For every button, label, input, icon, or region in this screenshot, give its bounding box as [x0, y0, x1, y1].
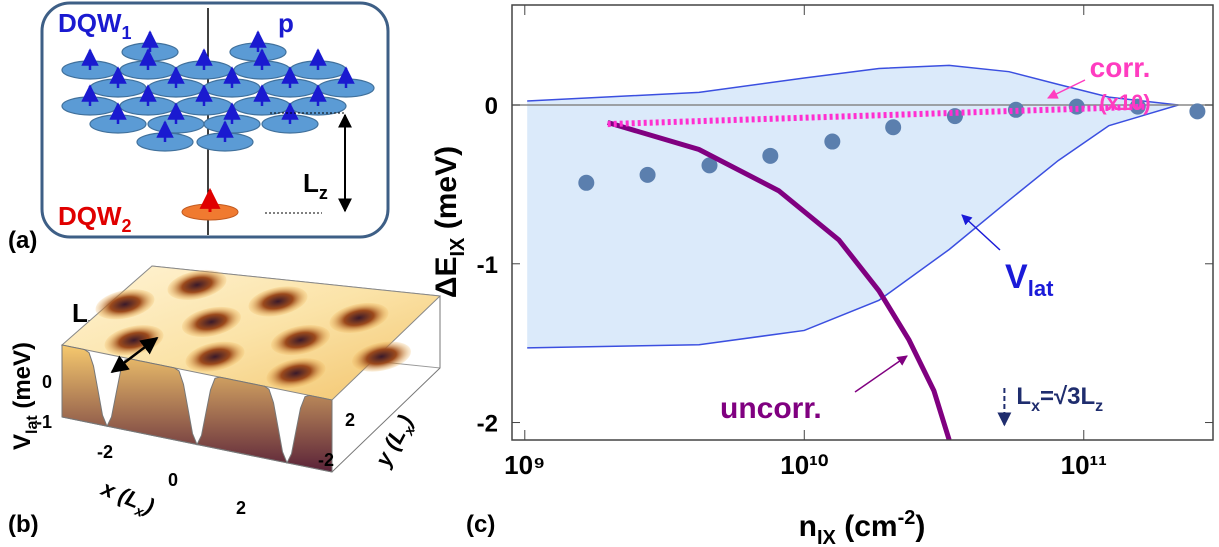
data-point	[947, 108, 963, 124]
text: L	[1016, 383, 1031, 410]
panel-label: (b)	[8, 511, 39, 538]
subscript: z	[1095, 398, 1103, 415]
annotation: corr.	[1090, 52, 1151, 83]
text: DQW	[58, 8, 122, 38]
x-tick-label: 10¹¹	[1061, 450, 1107, 480]
z-axis-label: Vlat (meV)	[9, 342, 41, 450]
x-axis-label: nIX (cm-2)	[799, 507, 926, 547]
text: (meV)	[430, 146, 463, 238]
panel-a: DQW1 p DQW2 Lz (a)	[8, 3, 388, 254]
y-tick-label: -2	[477, 411, 498, 438]
data-point	[578, 175, 594, 191]
annotation: (x10)	[1099, 90, 1150, 115]
x-axis-label: x (Lx)	[96, 475, 158, 523]
y-tick-label: 0	[485, 93, 498, 120]
x-tick-label: 10¹⁰	[780, 450, 828, 480]
data-point	[885, 119, 901, 135]
superscript: -2	[898, 507, 916, 529]
text: corr.	[1090, 52, 1151, 83]
data-point	[640, 167, 656, 183]
text: (cm	[836, 510, 898, 543]
x-tick-label: 0	[168, 470, 178, 490]
text: V	[9, 434, 36, 450]
text: L	[303, 168, 319, 198]
text: )	[915, 510, 925, 543]
data-point	[824, 134, 840, 150]
bottom-layer-label: DQW2	[58, 201, 132, 236]
text: =√3L	[1040, 383, 1095, 410]
text: (meV)	[9, 342, 36, 415]
panel-b: (b) Lx Vlat (meV) x (Lx) y (Lx) 0-1-202-…	[8, 265, 440, 538]
text: n	[799, 510, 817, 543]
subscript: IX	[447, 237, 469, 257]
annotation: Vlat	[1005, 258, 1054, 301]
y-tick-label: -2	[318, 450, 334, 470]
y-tick-label: 2	[345, 410, 355, 430]
x-tick-label: 2	[236, 498, 246, 518]
subscript: 1	[122, 23, 132, 43]
plot-area	[512, 65, 1213, 440]
z-tick-label: -1	[36, 412, 52, 432]
y-axis-label: ΔEIX (meV)	[430, 146, 469, 298]
z-tick-label: 0	[42, 372, 52, 392]
subscript: z	[319, 183, 328, 203]
annotation: uncorr.	[720, 392, 822, 425]
x-tick-label: -2	[97, 442, 113, 462]
data-point	[1189, 103, 1205, 119]
marker-label: Lx=√3Lz	[1016, 383, 1103, 415]
x-tick-label: 10⁹	[504, 450, 545, 480]
subscript: IX	[817, 527, 837, 547]
y-tick-label: -1	[477, 252, 498, 279]
density-label: p	[278, 8, 294, 38]
text: ΔE	[430, 257, 463, 299]
panel-label: (a)	[8, 227, 37, 254]
subscript: lat	[1028, 276, 1054, 301]
subscript: x	[1031, 398, 1040, 415]
subscript: 2	[122, 216, 132, 236]
figure: DQW1 p DQW2 Lz (a) (b) Lx Vlat (meV) x (…	[0, 0, 1219, 547]
text: DQW	[58, 201, 122, 231]
text: (x10)	[1099, 90, 1150, 115]
text: L	[72, 298, 88, 328]
pointer	[855, 356, 907, 392]
top-layer-label: DQW1	[58, 8, 132, 43]
y-axis-label: y (Lx)	[370, 411, 422, 473]
text: uncorr.	[720, 392, 822, 425]
text: V	[1005, 258, 1028, 296]
panel-label: (c)	[466, 511, 495, 538]
data-point	[762, 148, 778, 164]
